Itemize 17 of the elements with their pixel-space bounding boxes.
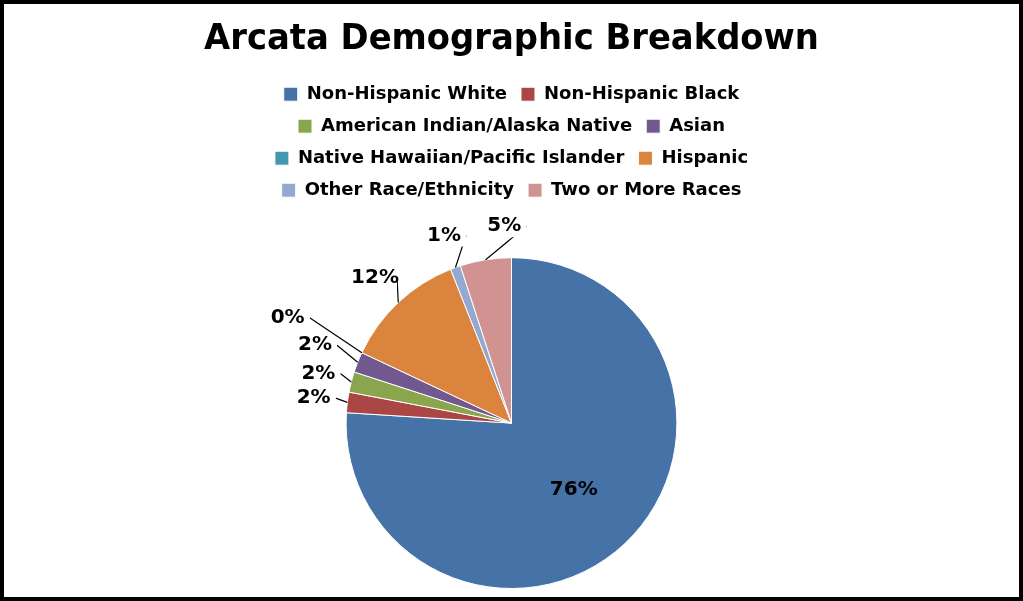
legend-label: Other Race/Ethnicity (304, 177, 515, 199)
data-label: 5% (487, 212, 522, 237)
legend-label: American Indian/Alaska Native (321, 113, 633, 135)
legend-label: Non-Hispanic Black (543, 81, 741, 103)
legend-label: Native Hawaiian/Pacific Islander (297, 145, 625, 167)
legend-label: Asian (669, 113, 725, 135)
chart-title: Arcata Demographic Breakdown (204, 15, 819, 58)
data-label: 2% (301, 359, 336, 384)
legend-label: Hispanic (661, 145, 749, 167)
data-label: 12% (351, 263, 399, 288)
text: 0% (270, 303, 305, 328)
data-label: 2% (296, 384, 331, 409)
data-label: 76% (549, 475, 598, 500)
legend-label: Non-Hispanic White (306, 81, 507, 103)
data-label: 1% (426, 221, 461, 246)
data-label: 2% (297, 331, 332, 356)
legend-label: Two or More Races (551, 177, 742, 199)
